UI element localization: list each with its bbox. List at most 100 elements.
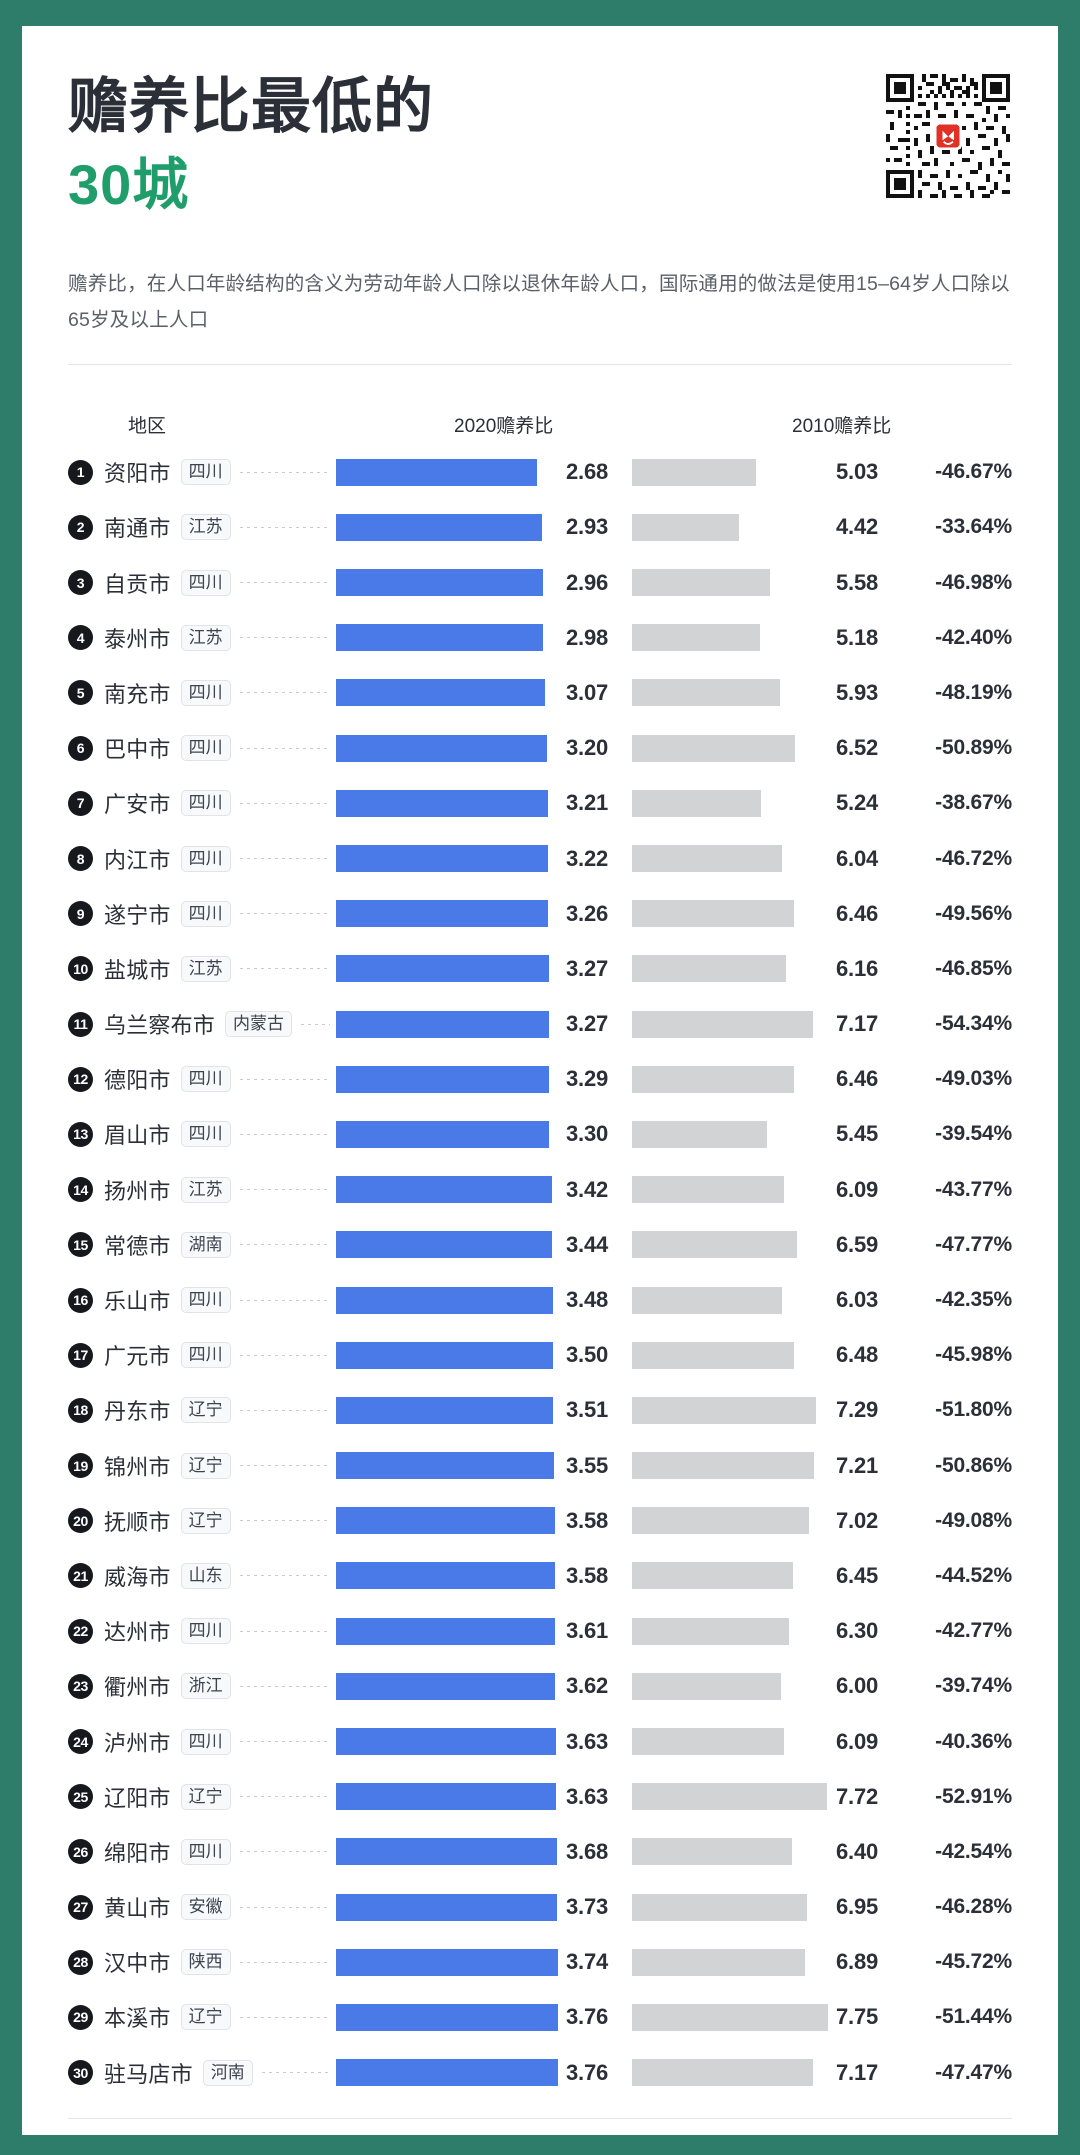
city-name: 乐山市 [104, 1289, 171, 1315]
leader-dots [239, 471, 330, 473]
province-tag: 四川 [180, 735, 231, 762]
value-2010: 6.46 [836, 1066, 879, 1092]
value-2020: 2.96 [566, 569, 609, 595]
ratio-2010-cell: 5.24 [632, 789, 900, 817]
ratio-2020-cell: 2.96 [336, 569, 632, 597]
page-title: 赡养比最低的 [68, 73, 434, 140]
change-value: -50.86% [935, 1453, 1012, 1477]
bar-track-2010 [632, 1010, 828, 1038]
value-2010: 6.45 [836, 1562, 879, 1588]
bar-track-2020 [336, 1783, 558, 1811]
city-name: 眉山市 [104, 1123, 171, 1149]
region-cell: 22 达州市 四川 [68, 1615, 336, 1647]
bar-track-2020 [336, 1341, 558, 1369]
bar-track-2020 [336, 569, 558, 597]
province-tag: 江苏 [180, 514, 231, 541]
ratio-2020-cell: 3.26 [336, 900, 632, 928]
rank-badge: 24 [68, 1729, 93, 1755]
value-2010: 6.40 [836, 1838, 879, 1864]
bar-track-2010 [632, 1507, 828, 1535]
ratio-2020-cell: 2.68 [336, 458, 632, 486]
change-value: -42.40% [935, 625, 1012, 649]
bar-track-2010 [632, 955, 828, 983]
city-name: 汉中市 [104, 1951, 171, 1977]
bar-track-2020 [336, 1672, 558, 1700]
change-value: -49.56% [935, 901, 1012, 925]
ratio-2010-cell: 6.46 [632, 1065, 900, 1093]
table-body: 1 资阳市 四川 2.68 5.03 -46.67% 2 南通市 江苏 2.93 4.42 -33.6… [68, 445, 1012, 2101]
city-name: 衢州市 [104, 1675, 171, 1701]
leader-dots [239, 913, 330, 915]
ratio-2010-cell: 6.45 [632, 1562, 900, 1590]
bar-2020 [336, 624, 544, 652]
value-2020: 3.20 [566, 735, 609, 761]
region-cell: 9 遂宁市 四川 [68, 898, 336, 930]
rank-badge: 7 [68, 790, 93, 816]
table-row: 5 南充市 四川 3.07 5.93 -48.19% [68, 665, 1012, 720]
bar-2020 [336, 569, 543, 597]
bar-2020 [336, 2003, 558, 2031]
city-name: 驻马店市 [104, 2061, 193, 2087]
header-divider [68, 363, 1012, 365]
leader-dots [239, 1465, 330, 1467]
bar-2020 [336, 513, 543, 541]
city-name: 遂宁市 [104, 902, 171, 928]
province-tag: 四川 [180, 1618, 231, 1645]
bar-track-2020 [336, 1617, 558, 1645]
value-2010: 5.58 [836, 569, 879, 595]
bar-2020 [336, 789, 548, 817]
bar-2020 [336, 1286, 553, 1314]
bar-2010 [632, 1231, 798, 1259]
value-2020: 3.26 [566, 900, 609, 926]
qr-code-icon[interactable] [882, 70, 1014, 202]
value-2020: 3.58 [566, 1562, 609, 1588]
change-value: -51.44% [935, 2005, 1012, 2029]
ratio-2020-cell: 3.58 [336, 1507, 632, 1535]
value-2020: 3.27 [566, 955, 609, 981]
value-2010: 6.46 [836, 900, 879, 926]
table-row: 28 汉中市 陕西 3.74 6.89 -45.72% [68, 1935, 1012, 1990]
region-cell: 25 辽阳市 辽宁 [68, 1781, 336, 1813]
city-name: 丹东市 [104, 1399, 171, 1425]
bar-2010 [632, 1176, 784, 1204]
region-cell: 12 德阳市 四川 [68, 1063, 336, 1095]
value-2010: 7.17 [836, 2059, 879, 2085]
bar-2010 [632, 955, 786, 983]
city-name: 达州市 [104, 1620, 171, 1646]
ratio-2010-cell: 6.46 [632, 900, 900, 928]
ratio-2020-cell: 3.76 [336, 2003, 632, 2031]
region-cell: 24 泸州市 四川 [68, 1726, 336, 1758]
value-2010: 7.21 [836, 1452, 879, 1478]
value-2010: 7.75 [836, 2004, 879, 2030]
ratio-2010-cell: 6.09 [632, 1176, 900, 1204]
bar-2010 [632, 1120, 767, 1148]
bar-2010 [632, 1396, 816, 1424]
value-2020: 3.42 [566, 1176, 609, 1202]
rank-badge: 14 [68, 1177, 93, 1203]
city-name: 绵阳市 [104, 1840, 171, 1866]
province-tag: 辽宁 [180, 1507, 231, 1534]
province-tag: 辽宁 [180, 1397, 231, 1424]
table-row: 27 黄山市 安徽 3.73 6.95 -46.28% [68, 1880, 1012, 1935]
page-subtitle: 30城 [68, 153, 190, 217]
footer-divider [68, 2118, 1012, 2120]
bar-2020 [336, 1617, 556, 1645]
value-2020: 3.63 [566, 1783, 609, 1809]
table-row: 6 巴中市 四川 3.20 6.52 -50.89% [68, 721, 1012, 776]
change-value: -43.77% [935, 1177, 1012, 1201]
region-cell: 10 盐城市 江苏 [68, 953, 336, 985]
table-row: 12 德阳市 四川 3.29 6.46 -49.03% [68, 1052, 1012, 1107]
bar-2010 [632, 569, 771, 597]
qr-code-block[interactable] [882, 70, 1014, 202]
leader-dots [239, 1851, 330, 1853]
region-cell: 17 广元市 四川 [68, 1339, 336, 1371]
bar-2020 [336, 1893, 558, 1921]
region-cell: 1 资阳市 四川 [68, 456, 336, 488]
ratio-2010-cell: 6.59 [632, 1231, 900, 1259]
table-row: 9 遂宁市 四川 3.26 6.46 -49.56% [68, 886, 1012, 941]
value-2020: 3.62 [566, 1673, 609, 1699]
ratio-2020-cell: 3.29 [336, 1065, 632, 1093]
bar-2020 [336, 1231, 552, 1259]
table-row: 30 驻马店市 河南 3.76 7.17 -47.47% [68, 2045, 1012, 2100]
